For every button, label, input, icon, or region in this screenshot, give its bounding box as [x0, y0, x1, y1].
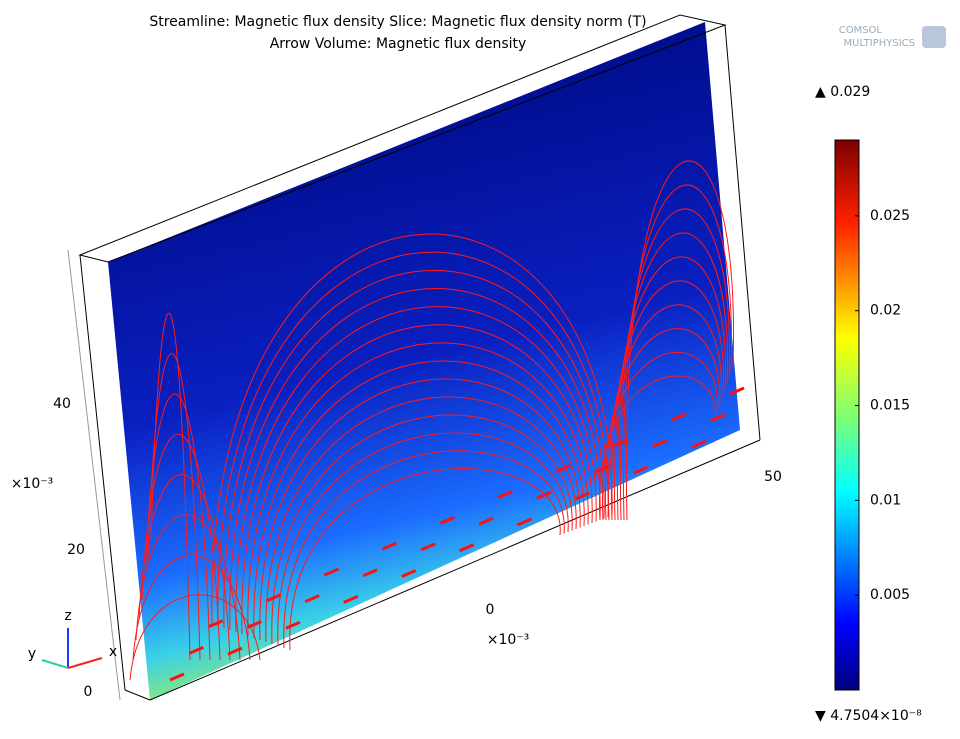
streamline [211, 233, 613, 625]
streamline [253, 360, 585, 639]
axis-label: ×10⁻³ [11, 476, 54, 492]
streamline [277, 432, 569, 647]
arrow [690, 439, 706, 449]
streamline [289, 468, 561, 651]
arrow [652, 439, 668, 448]
arrow [574, 491, 591, 501]
streamline [217, 251, 609, 627]
arrow [439, 515, 455, 525]
streamline [247, 342, 589, 637]
axis-label: ×10⁻³ [487, 632, 530, 648]
arrow [246, 620, 262, 629]
streamline [147, 353, 201, 661]
streamline [602, 352, 718, 521]
axis-label: 50 [764, 469, 782, 485]
arrow [555, 464, 571, 473]
axis-line [67, 249, 121, 701]
box-edge [724, 24, 761, 441]
streamline [610, 280, 725, 521]
arrow [459, 543, 475, 553]
arrow [304, 594, 320, 604]
streamline [271, 414, 573, 645]
colorbar-tick-label: 0.015 [870, 398, 910, 414]
axis-label: 40 [53, 396, 71, 412]
plot-3d: z y x 40 ×10⁻³ 20 0 50 0 ×10⁻³ [11, 14, 782, 701]
streamline [241, 324, 593, 635]
axis-triad [41, 628, 103, 669]
colorbar-max: ▲ 0.029 [815, 84, 870, 100]
arrow [323, 567, 340, 577]
streamline [265, 396, 577, 643]
streamline [599, 375, 716, 521]
arrow [497, 490, 513, 499]
logo-text: MULTIPHYSICS [844, 38, 915, 49]
logo-text: COMSOL [839, 25, 883, 36]
streamline [622, 184, 733, 521]
colorbar [834, 139, 860, 691]
axis-label: 20 [67, 542, 85, 558]
streamline [259, 378, 581, 641]
triad-label: x [109, 644, 117, 660]
streamline [223, 269, 605, 629]
arrow [729, 386, 745, 396]
streamline [619, 208, 731, 521]
arrow [208, 619, 224, 629]
triad-label: z [64, 608, 71, 624]
streamline [229, 288, 601, 631]
colorbar-tick-label: 0.02 [870, 303, 901, 319]
streamline [607, 304, 723, 521]
colorbar-tick-label: 0.005 [870, 587, 910, 603]
arrow [710, 413, 726, 422]
streamline [604, 328, 721, 521]
title-line: Streamline: Magnetic flux density Slice:… [149, 14, 646, 30]
streamline [613, 256, 727, 521]
streamlines [129, 160, 745, 682]
colorbar-tick-label: 0.01 [870, 492, 901, 508]
arrow [536, 490, 552, 500]
streamline [235, 306, 597, 633]
box-edge [79, 254, 126, 691]
triad-label: y [28, 646, 36, 662]
arrow [613, 438, 629, 448]
colorbar-tick-label: 0.025 [870, 208, 910, 224]
arrow [594, 464, 610, 474]
arrow [169, 672, 185, 682]
arrow [188, 646, 204, 655]
streamline [135, 514, 241, 661]
arrow [632, 465, 649, 475]
box-edge [124, 689, 151, 701]
arrow [285, 620, 301, 630]
arrow [516, 517, 533, 527]
arrow [362, 568, 378, 578]
arrow [478, 516, 494, 526]
streamline [616, 232, 729, 521]
arrow [420, 542, 436, 552]
colorbar-min: ▼ 4.7504×10⁻⁸ [815, 708, 922, 724]
arrow [401, 569, 417, 578]
arrow [265, 593, 282, 603]
arrow [343, 595, 359, 604]
streamline [150, 312, 191, 661]
box-edge [149, 439, 761, 701]
streamline [625, 160, 735, 521]
streamline [129, 594, 261, 681]
streamline [283, 450, 565, 649]
streamline [132, 554, 251, 661]
arrow [227, 646, 243, 656]
slice [108, 22, 740, 700]
title-line: Arrow Volume: Magnetic flux density [270, 36, 527, 52]
logo-icon [922, 26, 946, 48]
axis-label: 0 [84, 684, 93, 700]
axis-label: 0 [486, 602, 495, 618]
arrow [381, 541, 398, 551]
arrow [671, 412, 687, 422]
